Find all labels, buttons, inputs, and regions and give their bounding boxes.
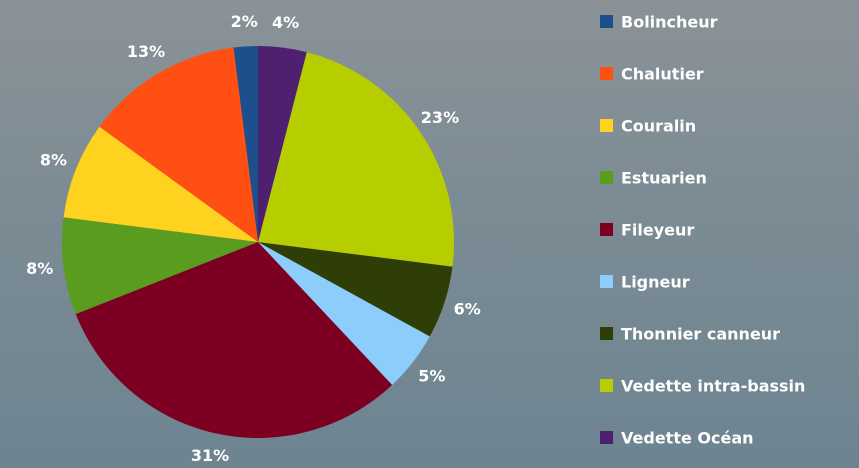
legend-swatch (600, 171, 613, 184)
legend-label: Couralin (621, 117, 696, 136)
legend-swatch (600, 67, 613, 80)
legend-label: Vedette intra-bassin (621, 377, 805, 396)
legend-label: Chalutier (621, 65, 704, 84)
legend-label: Ligneur (621, 273, 690, 292)
legend-label: Bolincheur (621, 13, 718, 32)
data-label: 2% (231, 12, 258, 31)
data-label: 4% (272, 13, 299, 32)
legend-label: Estuarien (621, 169, 707, 188)
legend-swatch (600, 431, 613, 444)
data-label: 8% (26, 259, 53, 278)
legend-label: Fileyeur (621, 221, 694, 240)
legend-swatch (600, 15, 613, 28)
legend-swatch (600, 275, 613, 288)
legend-swatch (600, 119, 613, 132)
legend-label: Vedette Océan (621, 429, 754, 448)
data-label: 13% (127, 42, 165, 61)
data-label: 8% (40, 151, 67, 170)
legend-swatch (600, 327, 613, 340)
data-label: 31% (191, 446, 229, 465)
data-label: 5% (418, 366, 445, 385)
legend-swatch (600, 379, 613, 392)
data-label: 6% (454, 299, 481, 318)
legend-label: Thonnier canneur (621, 325, 780, 344)
chart: 2% 13% 8% 8% 31% 5% 6% 23% 4% Bolincheur Chalutier… (0, 0, 859, 468)
data-label: 23% (421, 108, 459, 127)
legend-swatch (600, 223, 613, 236)
